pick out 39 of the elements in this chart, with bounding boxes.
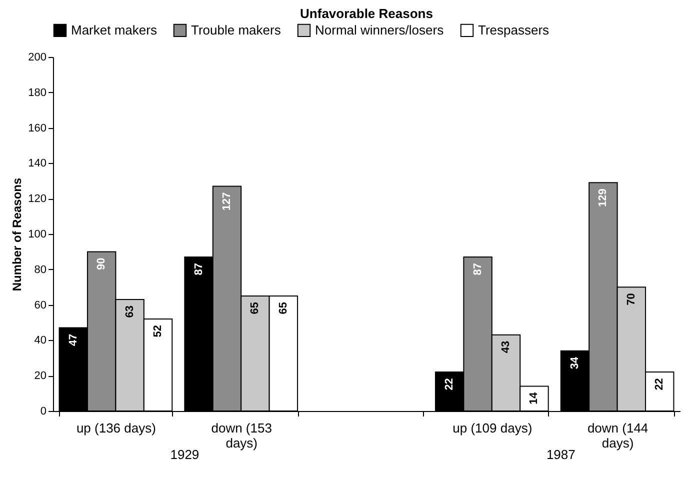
- data-label: 65: [277, 302, 290, 314]
- data-label: 22: [444, 378, 456, 390]
- x-tick-label: up (109 days): [452, 420, 532, 436]
- y-tick-label: 100: [28, 228, 46, 240]
- y-tick-label: 40: [34, 334, 46, 347]
- y-tick-label: 80: [34, 264, 46, 276]
- text: 1929: [170, 447, 200, 462]
- data-label: 63: [124, 305, 136, 318]
- data-label: 87: [472, 263, 484, 276]
- y-tick-label: 60: [34, 299, 46, 312]
- data-label: 43: [500, 340, 512, 354]
- data-label: 70: [625, 293, 638, 306]
- data-label: 65: [249, 302, 262, 314]
- data-label: 14: [528, 391, 540, 404]
- data-label: 52: [152, 324, 164, 338]
- y-tick-label: 180: [28, 86, 46, 99]
- x-tick-label: up (136 days): [76, 420, 156, 436]
- legend-label: Trouble makers: [191, 22, 282, 38]
- y-tick-label: 0: [40, 406, 46, 418]
- chart-title: Unfavorable Reasons: [300, 6, 433, 21]
- y-axis-title: Number of Reasons: [10, 178, 24, 292]
- legend-label: Trespassers: [478, 22, 550, 38]
- x-tick-label: down (153 days): [211, 420, 272, 450]
- y-tick-label: 140: [28, 158, 46, 170]
- data-label: 22: [654, 378, 666, 390]
- y-tick-label: 160: [28, 122, 46, 134]
- text: 1987: [546, 447, 576, 462]
- data-label: 34: [568, 356, 581, 370]
- y-tick-label: 20: [34, 370, 46, 382]
- data-label: 90: [96, 258, 108, 270]
- x-tick-label: down (144 days): [587, 420, 648, 450]
- legend-label: Market makers: [71, 22, 158, 38]
- data-label: 47: [67, 334, 80, 346]
- legend-label: Normal winners/losers: [315, 22, 444, 38]
- y-tick-label: 120: [28, 193, 46, 206]
- data-label: 129: [597, 188, 610, 208]
- y-tick-label: 200: [28, 52, 46, 64]
- data-label: 127: [220, 192, 233, 211]
- data-label: 87: [192, 263, 205, 276]
